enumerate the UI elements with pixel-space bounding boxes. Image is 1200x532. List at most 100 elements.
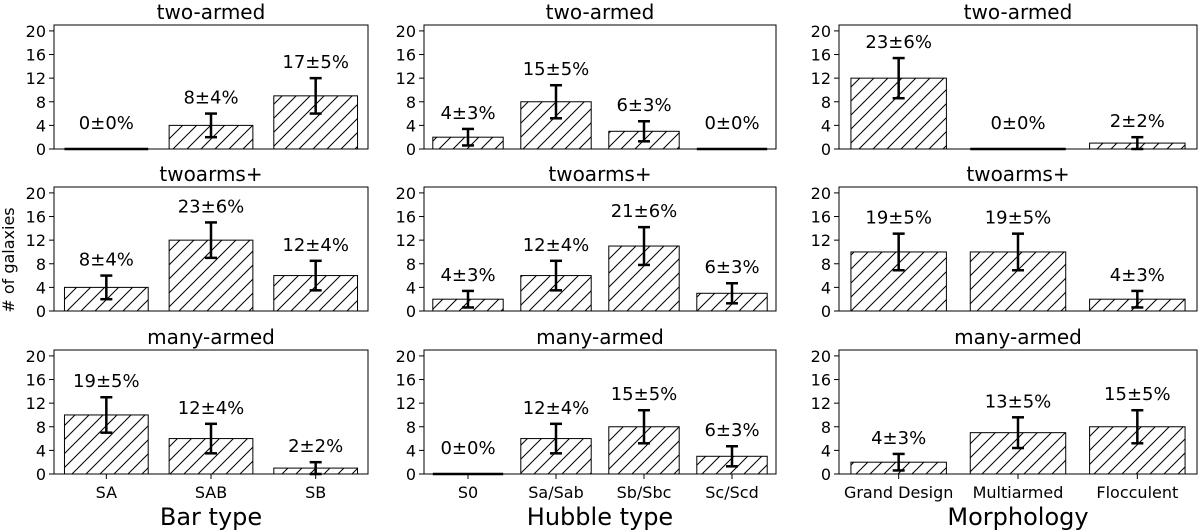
y-tick-label: 8 [36, 93, 46, 112]
data-label: 4±3% [1110, 265, 1165, 286]
x-tick-label: SB [305, 483, 326, 502]
panel-frame [53, 186, 369, 312]
panel-title: many-armed [536, 325, 664, 349]
data-label: 2±2% [1110, 111, 1165, 132]
panel-frame [838, 186, 1198, 312]
x-axis-label: Morphology [947, 503, 1088, 531]
x-axis-label: Hubble type [527, 503, 673, 531]
y-tick-label: 12 [26, 394, 46, 413]
data-label: 8±4% [183, 88, 238, 109]
y-tick-label: 12 [396, 69, 416, 88]
data-label: 4±3% [440, 265, 495, 286]
y-tick-label: 4 [821, 441, 831, 460]
data-label: 6±3% [704, 420, 759, 441]
y-tick-label: 20 [811, 22, 831, 41]
y-tick-label: 4 [821, 278, 831, 297]
data-label: 12±4% [523, 398, 590, 419]
y-tick-label: 8 [36, 418, 46, 437]
x-axis-label: Bar type [160, 503, 262, 531]
data-label: 6±3% [704, 257, 759, 278]
panel-title: many-armed [147, 325, 275, 349]
x-tick-label: Multiarmed [973, 483, 1064, 502]
data-label: 2±2% [288, 436, 343, 457]
y-tick-label: 12 [396, 231, 416, 250]
data-label: 12±4% [178, 398, 245, 419]
panel-frame [423, 349, 777, 475]
y-tick-label: 8 [821, 93, 831, 112]
panel-title: many-armed [954, 325, 1082, 349]
data-label: 15±5% [523, 59, 590, 80]
y-tick-label: 16 [396, 46, 416, 65]
data-label: 4±3% [871, 428, 926, 449]
panel-1-1: twoarms+ 0 4 8 12 16 20 4±3% 12±4% 21±6% 6±3% [396, 162, 777, 321]
data-label: 23±6% [865, 32, 932, 53]
y-tick-label: 20 [26, 22, 46, 41]
data-label: 6±3% [616, 95, 671, 116]
y-tick-label: 20 [396, 347, 416, 366]
y-tick-label: 4 [36, 116, 46, 135]
data-label: 0±0% [79, 113, 134, 134]
x-tick-label: Sb/Sbc [617, 483, 672, 502]
y-tick-label: 16 [26, 371, 46, 390]
y-tick-label: 8 [406, 255, 416, 274]
y-tick-label: 0 [36, 140, 46, 159]
y-tick-label: 16 [26, 208, 46, 227]
panel-2-1: twoarms+ 0 4 8 12 16 20 19±5% 19±5% 4±3% [811, 162, 1198, 321]
y-tick-label: 0 [821, 465, 831, 484]
panel-frame [423, 24, 777, 150]
y-tick-label: 20 [811, 347, 831, 366]
y-tick-label: 12 [26, 231, 46, 250]
y-tick-label: 12 [811, 394, 831, 413]
data-label: 0±0% [440, 438, 495, 459]
x-tick-label: Sa/Sab [528, 483, 583, 502]
x-tick-label: Grand Design [844, 483, 953, 502]
data-label: 12±4% [282, 235, 349, 256]
panel-title: twoarms+ [966, 162, 1069, 186]
panel-2-2: many-armed 0 4 8 12 16 20 4±3% 13±5% 15±5% Grand D… [811, 325, 1198, 531]
y-tick-label: 12 [811, 69, 831, 88]
panel-title: two-armed [964, 0, 1073, 24]
y-tick-label: 20 [26, 347, 46, 366]
y-tick-label: 8 [821, 418, 831, 437]
data-label: 19±5% [985, 208, 1052, 229]
panel-0-1: twoarms+ 0 4 8 12 16 20 8±4% 23±6% 12±4% [26, 162, 369, 321]
y-tick-label: 0 [406, 140, 416, 159]
data-label: 17±5% [282, 52, 349, 73]
y-tick-label: 0 [36, 302, 46, 321]
y-tick-label: 16 [26, 46, 46, 65]
y-tick-label: 0 [821, 302, 831, 321]
panel-title: two-armed [546, 0, 655, 24]
y-tick-label: 8 [821, 255, 831, 274]
y-tick-label: 8 [406, 418, 416, 437]
panel-title: two-armed [157, 0, 266, 24]
x-tick-label: Flocculent [1096, 483, 1178, 502]
data-label: 8±4% [79, 250, 134, 271]
y-tick-label: 4 [36, 441, 46, 460]
x-tick-label: SA [96, 483, 117, 502]
y-tick-label: 16 [811, 371, 831, 390]
y-tick-label: 12 [26, 69, 46, 88]
panel-1-0: two-armed 0 4 8 12 16 20 4±3% 15±5% 6±3% 0±0% [396, 0, 777, 159]
y-tick-label: 0 [821, 140, 831, 159]
data-label: 19±5% [73, 371, 140, 392]
panel-title: twoarms+ [548, 162, 651, 186]
y-tick-label: 20 [396, 22, 416, 41]
panel-frame [423, 186, 777, 312]
panel-frame [53, 24, 369, 150]
plot-grid: two-armed 0 4 8 12 16 20 0±0% 8±4% 17±5% twoarms+ 0… [26, 0, 1198, 531]
y-axis-label: # of galaxies [0, 207, 18, 312]
panel-title: twoarms+ [159, 162, 262, 186]
y-tick-label: 4 [821, 116, 831, 135]
panel-frame [838, 24, 1198, 150]
x-tick-label: S0 [458, 483, 478, 502]
y-tick-label: 20 [811, 184, 831, 203]
data-label: 0±0% [704, 113, 759, 134]
y-tick-label: 16 [811, 46, 831, 65]
panel-1-2: many-armed 0 4 8 12 16 20 0±0% 12±4% 15±5% 6±3% S0 S… [396, 325, 777, 531]
data-label: 15±5% [1104, 384, 1171, 405]
data-label: 0±0% [990, 113, 1045, 134]
x-tick-label: SAB [195, 483, 227, 502]
y-tick-label: 20 [26, 184, 46, 203]
data-label: 21±6% [611, 201, 678, 222]
